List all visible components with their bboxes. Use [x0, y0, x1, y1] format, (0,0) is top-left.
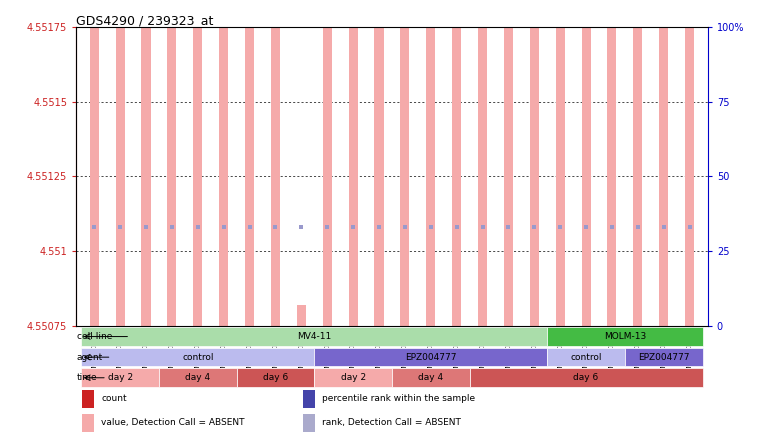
Text: control: control [182, 353, 214, 362]
Text: percentile rank within the sample: percentile rank within the sample [323, 394, 476, 403]
Text: day 6: day 6 [574, 373, 599, 382]
Bar [625, 348, 702, 366]
Text: MOLM-13: MOLM-13 [603, 332, 646, 341]
Text: time: time [77, 373, 97, 382]
Text: day 2: day 2 [340, 373, 365, 382]
Text: value, Detection Call = ABSENT: value, Detection Call = ABSENT [101, 418, 245, 427]
Bar [581, 12, 591, 326]
Bar [304, 414, 315, 432]
Bar [426, 12, 435, 326]
Bar [82, 414, 94, 432]
Bar [470, 369, 702, 387]
Bar [374, 12, 384, 326]
Bar [297, 305, 306, 326]
Bar [142, 12, 151, 326]
Bar [314, 369, 392, 387]
Bar [633, 12, 642, 326]
Text: control: control [570, 353, 602, 362]
Bar [159, 369, 237, 387]
Bar [314, 348, 547, 366]
Bar [193, 12, 202, 326]
Bar [547, 348, 625, 366]
Bar [452, 12, 461, 326]
Bar [245, 12, 254, 326]
Bar [323, 12, 332, 326]
Text: count: count [101, 394, 127, 403]
Bar [81, 369, 159, 387]
Text: GDS4290 / 239323_at: GDS4290 / 239323_at [76, 14, 214, 27]
Text: day 6: day 6 [263, 373, 288, 382]
Bar [90, 12, 99, 326]
Text: rank, Detection Call = ABSENT: rank, Detection Call = ABSENT [323, 418, 461, 427]
Bar [304, 389, 315, 408]
Bar [81, 348, 314, 366]
Text: EPZ004777: EPZ004777 [405, 353, 457, 362]
Bar [167, 12, 177, 326]
Bar [349, 12, 358, 326]
Bar [504, 12, 513, 326]
Bar [478, 12, 487, 326]
Bar [556, 12, 565, 326]
Bar [400, 12, 409, 326]
Bar [237, 369, 314, 387]
Text: cell line: cell line [77, 332, 112, 341]
Bar [685, 12, 694, 326]
Text: agent: agent [77, 353, 103, 362]
Bar [659, 12, 668, 326]
Bar [530, 12, 539, 326]
Text: EPZ004777: EPZ004777 [638, 353, 689, 362]
Text: day 2: day 2 [107, 373, 132, 382]
Bar [82, 389, 94, 408]
Bar [607, 12, 616, 326]
Bar [547, 327, 702, 346]
Bar [271, 12, 280, 326]
Text: MV4-11: MV4-11 [297, 332, 331, 341]
Text: day 4: day 4 [419, 373, 444, 382]
Bar [116, 12, 125, 326]
Bar [392, 369, 470, 387]
Bar [81, 327, 547, 346]
Bar [219, 12, 228, 326]
Text: day 4: day 4 [185, 373, 210, 382]
